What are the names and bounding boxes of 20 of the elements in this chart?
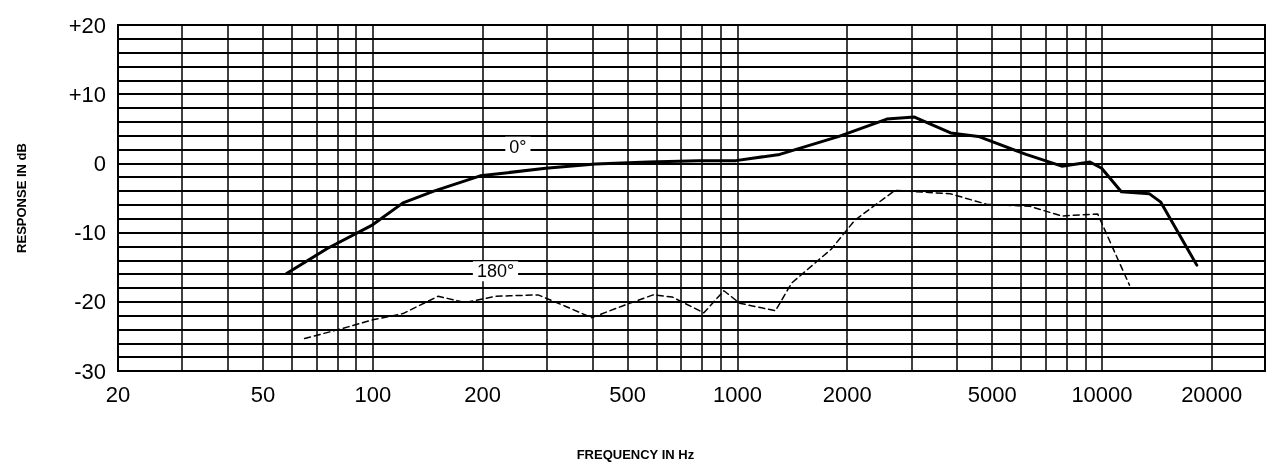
x-tick-label: 50 bbox=[250, 381, 276, 407]
x-tick-label: 20000 bbox=[1181, 381, 1243, 407]
x-tick-label: 2000 bbox=[822, 381, 872, 407]
y-tick-label: +10 bbox=[68, 81, 106, 107]
y-tick-label: -10 bbox=[74, 220, 106, 246]
x-axis-title: FREQUENCY IN Hz bbox=[576, 447, 695, 462]
x-tick-label: 100 bbox=[354, 381, 392, 407]
y-tick-label: -30 bbox=[74, 358, 106, 384]
x-tick-label: 1000 bbox=[712, 381, 762, 407]
y-tick-label: 0 bbox=[93, 150, 106, 176]
x-tick-label: 10000 bbox=[1071, 381, 1133, 407]
x-tick-label: 20 bbox=[105, 381, 131, 407]
annotation: 180° bbox=[476, 261, 515, 282]
x-tick-label: 200 bbox=[464, 381, 501, 407]
y-tick-label: +20 bbox=[68, 12, 106, 38]
x-tick-label: 500 bbox=[609, 381, 647, 407]
annotation: 0° bbox=[509, 136, 527, 157]
x-tick-label: 5000 bbox=[967, 381, 1017, 407]
y-tick-label: -20 bbox=[74, 289, 106, 315]
y-axis-title: RESPONSE IN dB bbox=[14, 143, 29, 253]
